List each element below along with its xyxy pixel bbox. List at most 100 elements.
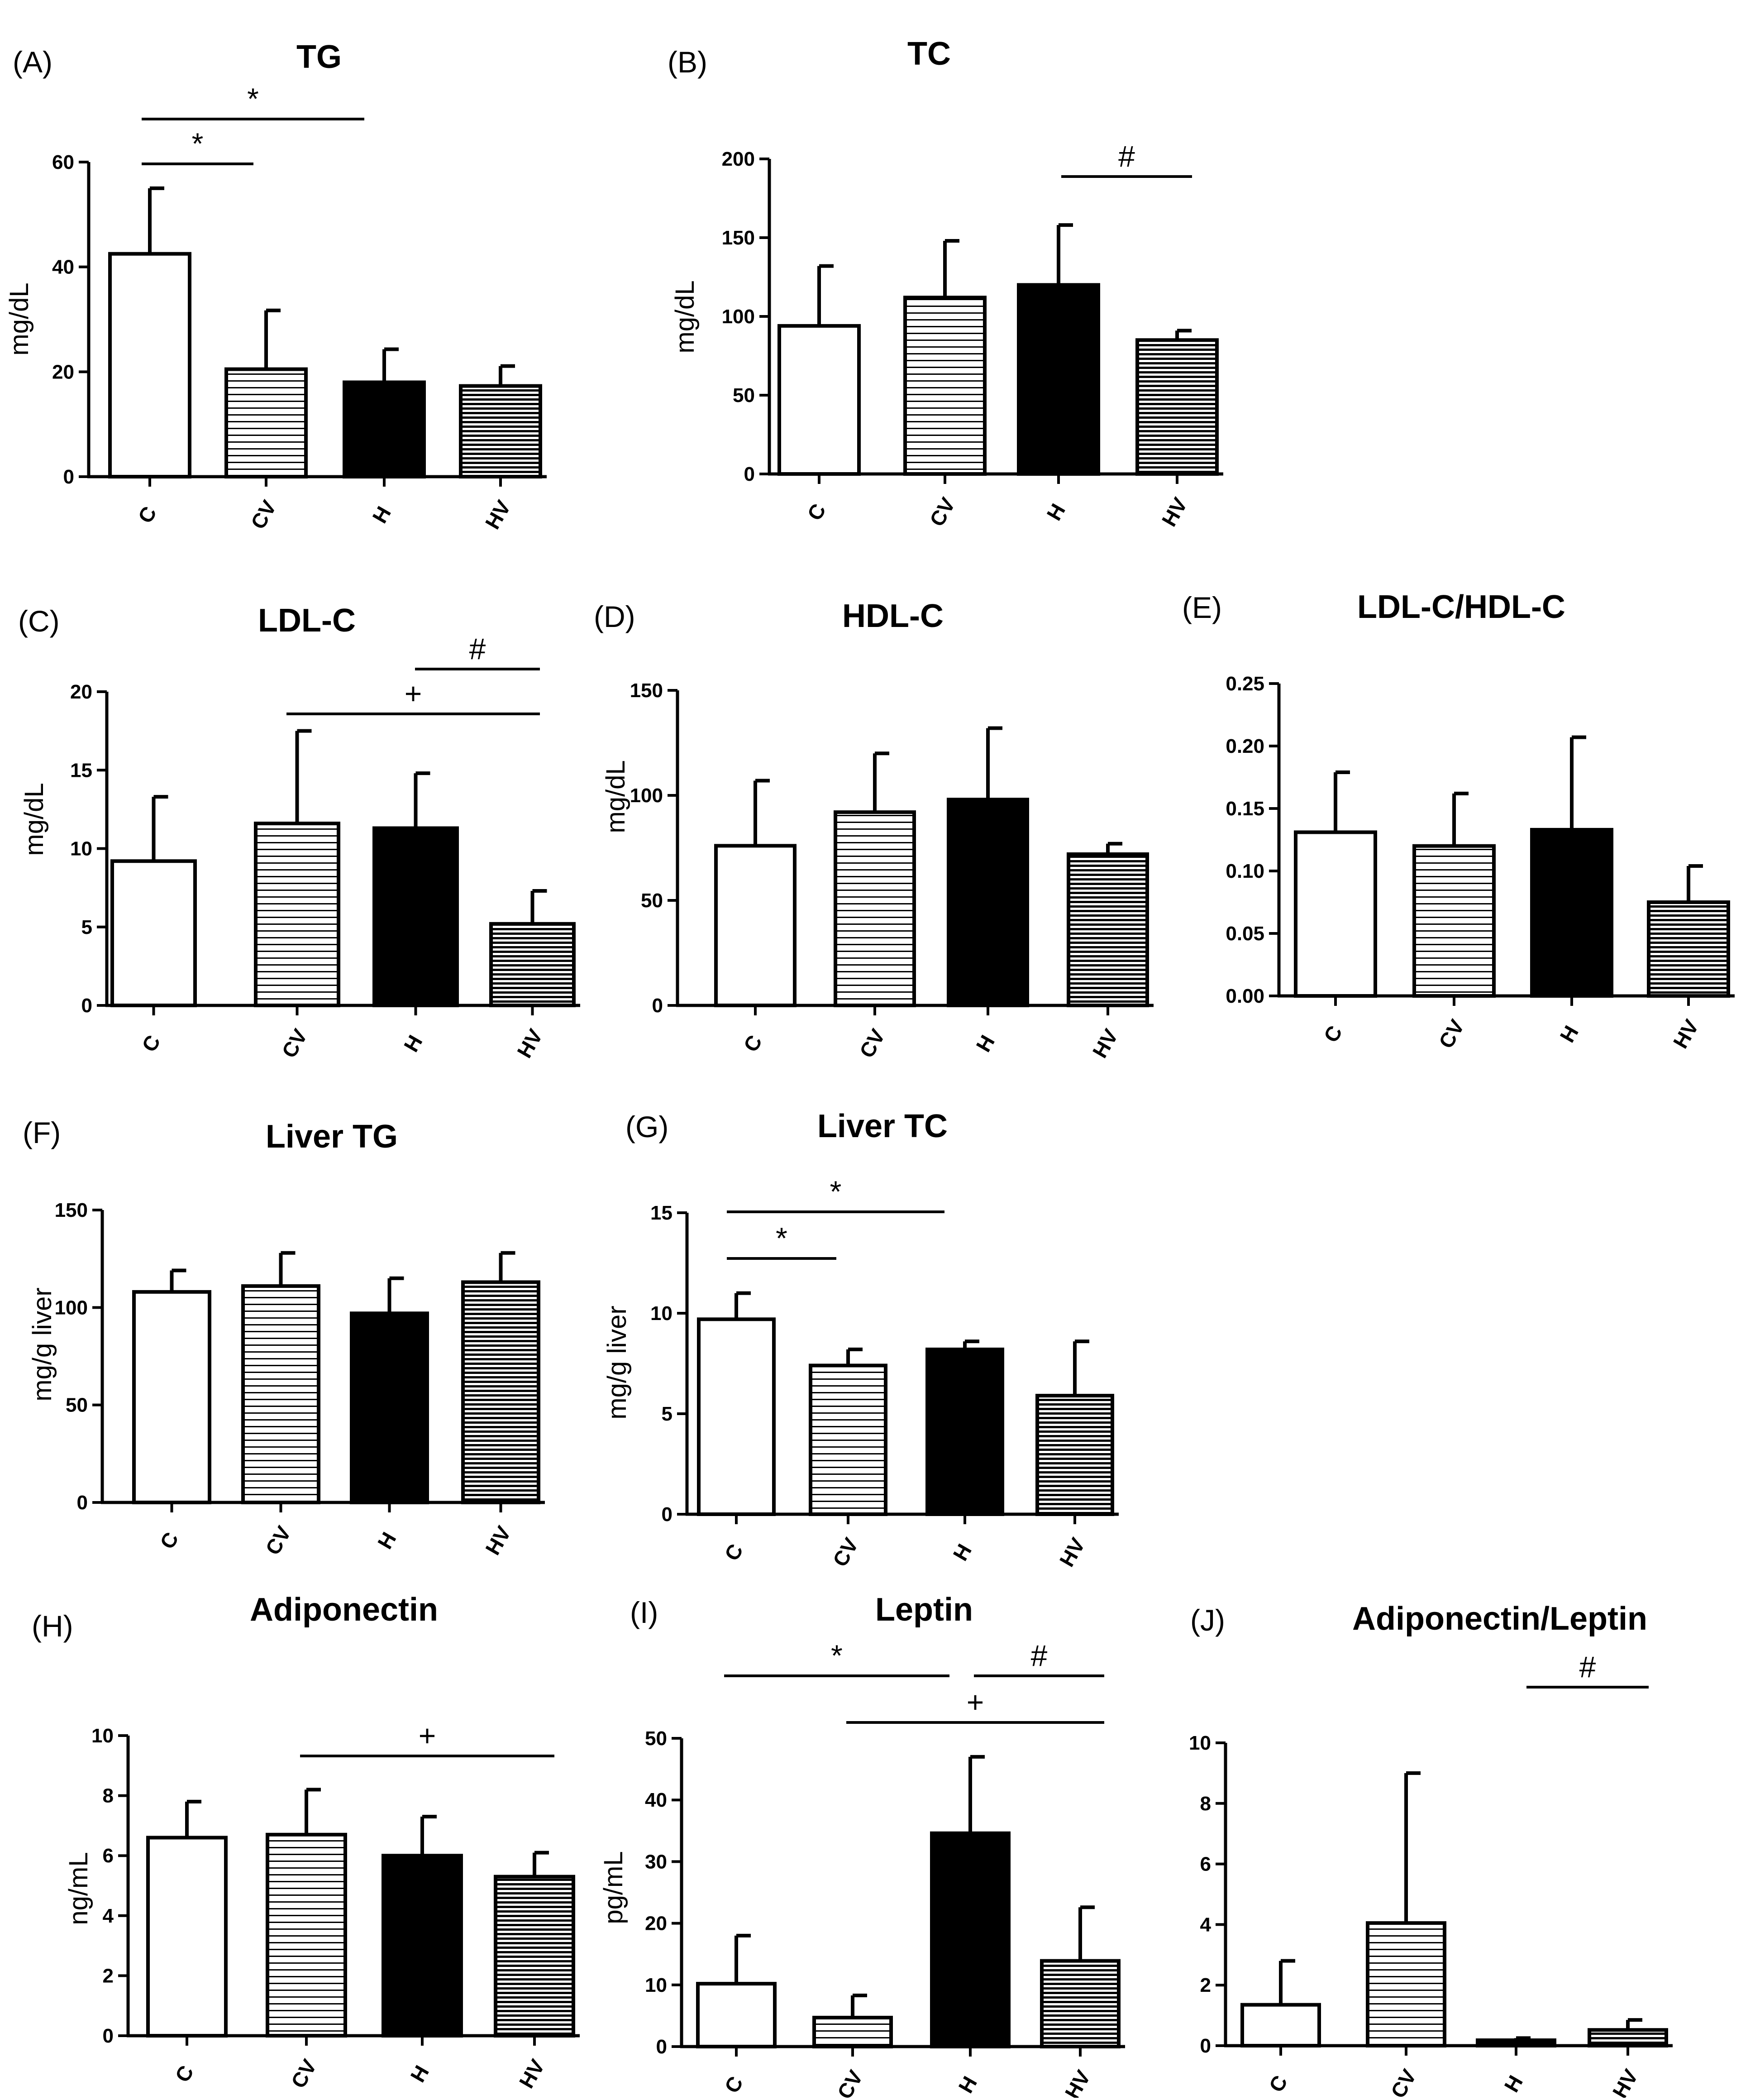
y-axis-label: mg/dL	[5, 282, 34, 355]
y-tick-label: 0	[77, 1492, 88, 1514]
chart-panel-h: (H) Adiponectin ng/mL C CV H HV 0 2 4 6 8 10 +	[32, 1592, 580, 2092]
chart-panel-g: (G) Liver TC mg/g liver C CV H HV 0 5 10 15 * *	[602, 1108, 1119, 1571]
y-tick-label: 60	[52, 151, 74, 173]
y-tick-label: 20	[70, 681, 92, 703]
x-tick-label: C	[802, 500, 830, 525]
bar-hv	[1588, 2028, 1668, 2047]
x-tick-label: H	[399, 1031, 427, 1056]
x-tick-label: CV	[828, 1534, 863, 1571]
x-tick-label: CV	[1386, 2065, 1421, 2098]
significance-marker: *	[776, 1221, 787, 1255]
bar-cv	[809, 1363, 887, 1516]
x-tick-label: CV	[277, 1025, 312, 1062]
x-tick-label: HV	[1055, 1534, 1090, 1571]
y-axis-label: mg/g liver	[602, 1306, 632, 1419]
bar-cv	[224, 367, 308, 479]
y-tick-label: 40	[52, 256, 74, 278]
y-tick-label: 10	[1189, 1732, 1211, 1754]
bar-c	[777, 324, 861, 476]
x-tick-label: CV	[261, 1522, 296, 1559]
x-tick-label: C	[720, 2072, 748, 2097]
y-tick-label: 4	[103, 1905, 114, 1927]
bar-c	[108, 252, 191, 478]
y-tick-label: 0.15	[1226, 798, 1264, 820]
bar-h	[1017, 283, 1100, 476]
bar-c	[1294, 830, 1377, 998]
y-tick-label: 20	[52, 361, 74, 383]
x-tick-label: H	[405, 2062, 434, 2086]
y-tick-label: 10	[650, 1302, 673, 1325]
x-tick-label: C	[1319, 1022, 1347, 1047]
bar-hv	[461, 1280, 540, 1504]
y-tick-label: 0.20	[1226, 735, 1264, 757]
x-tick-label: C	[1264, 2071, 1292, 2096]
x-tick-label: C	[720, 1540, 748, 1565]
panel-label: (G)	[625, 1110, 668, 1143]
x-tick-label: CV	[286, 2055, 321, 2092]
y-axis-label: pg/mL	[599, 1851, 628, 1924]
chart-panel-c: (C) LDL-C mg/dL C CV H HV 0 5 10 15 20 + #	[18, 603, 580, 1062]
y-tick-label: 150	[722, 227, 755, 249]
bar-c	[110, 859, 197, 1007]
chart-title: Liver TC	[817, 1108, 948, 1144]
panel-label: (F)	[23, 1116, 61, 1149]
y-tick-label: 50	[733, 384, 755, 407]
chart-title: TG	[296, 39, 342, 75]
x-tick-label: C	[155, 1528, 183, 1553]
x-tick-label: C	[137, 1031, 165, 1056]
bar-c	[146, 1836, 228, 2038]
x-tick-label: H	[1499, 2071, 1527, 2096]
y-tick-label: 0	[63, 466, 74, 488]
y-tick-label: 30	[645, 1851, 667, 1873]
significance-marker: *	[831, 1639, 843, 1672]
chart-title: LDL-C	[258, 603, 356, 639]
bar-h	[372, 826, 459, 1007]
x-tick-label: HV	[1088, 1025, 1123, 1062]
bar-hv	[1647, 900, 1730, 998]
x-tick-label: H	[1042, 500, 1070, 525]
x-tick-label: CV	[925, 493, 960, 531]
bar-h	[925, 1347, 1004, 1516]
bar-hv	[1067, 852, 1149, 1008]
significance-marker: *	[830, 1175, 842, 1208]
x-tick-label: HV	[481, 1522, 515, 1559]
x-tick-label: HV	[1157, 493, 1192, 531]
bar-cv	[903, 296, 987, 476]
x-tick-label: C	[133, 502, 161, 527]
bar-h	[947, 798, 1029, 1008]
panel-label: (A)	[13, 45, 52, 79]
y-tick-label: 10	[645, 1974, 667, 1996]
y-tick-label: 150	[630, 679, 663, 702]
bar-cv	[1366, 1921, 1446, 2048]
y-tick-label: 10	[91, 1725, 114, 1747]
bar-h	[930, 1831, 1011, 2049]
panel-label: (E)	[1182, 591, 1222, 624]
y-tick-label: 6	[103, 1845, 114, 1867]
y-tick-label: 0.10	[1226, 860, 1264, 882]
y-tick-label: 0.25	[1226, 673, 1264, 695]
x-tick-label: H	[367, 502, 396, 527]
y-tick-label: 50	[641, 890, 663, 912]
y-tick-label: 200	[722, 148, 755, 170]
y-tick-label: 2	[1200, 1974, 1211, 1996]
y-tick-label: 0	[662, 1503, 673, 1526]
bar-c	[697, 1317, 776, 1516]
y-tick-label: 50	[66, 1394, 88, 1416]
y-tick-label: 0	[744, 463, 755, 485]
significance-marker: +	[405, 677, 422, 710]
panel-label: (B)	[668, 45, 707, 79]
bar-h	[350, 1311, 429, 1505]
y-tick-label: 8	[1200, 1793, 1211, 1815]
x-tick-label: CV	[833, 2066, 868, 2098]
y-tick-label: 5	[662, 1403, 673, 1425]
bar-cv	[812, 2015, 893, 2048]
significance-marker: #	[1118, 139, 1135, 173]
significance-marker: +	[419, 1719, 436, 1752]
x-tick-label: HV	[515, 2055, 549, 2092]
x-tick-label: HV	[512, 1025, 547, 1062]
y-tick-label: 15	[650, 1202, 673, 1224]
bar-c	[696, 1982, 777, 2049]
chart-panel-j: (J) Adiponectin/Leptin C CV H HV 0 2 4 6 8 10 #	[1189, 1601, 1673, 2100]
